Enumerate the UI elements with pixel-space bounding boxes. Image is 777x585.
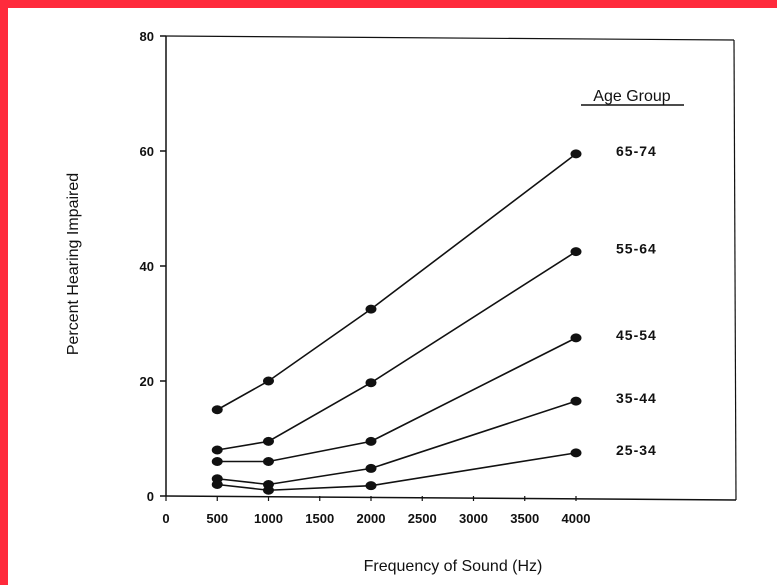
series-line — [217, 337, 577, 463]
data-point — [365, 481, 377, 491]
series-labels: 65-74 55-64 45-54 35-44 25-34 — [616, 143, 657, 458]
data-point — [365, 463, 377, 473]
series-line — [216, 153, 577, 411]
data-point — [263, 485, 274, 495]
series-line — [217, 250, 577, 451]
data-point — [211, 445, 223, 455]
y-tick-label: 80 — [140, 29, 154, 44]
data-point — [263, 376, 274, 386]
series-label: 45-54 — [616, 327, 657, 343]
data-point — [263, 457, 274, 466]
series-line — [217, 452, 577, 492]
legend-title: Age Group — [593, 88, 670, 105]
y-axis-title: Percent Hearing Impaired — [65, 173, 82, 355]
x-axis-title: Frequency of Sound (Hz) — [364, 558, 543, 575]
x-tick-label: 0 — [162, 511, 169, 526]
x-tick-label: 4000 — [562, 511, 591, 526]
data-point — [365, 436, 377, 446]
x-tick-label: 1000 — [254, 511, 283, 526]
data-point — [263, 436, 274, 446]
series-label: 35-44 — [616, 390, 657, 406]
x-tick-label: 2000 — [357, 511, 386, 526]
right-frame-line — [733, 39, 737, 501]
data-point — [570, 396, 582, 406]
x-tick-label: 1500 — [305, 511, 334, 526]
series-line — [217, 400, 577, 486]
x-tick-label: 2500 — [408, 511, 437, 526]
x-tick-label: 3000 — [459, 511, 488, 526]
data-point — [211, 457, 223, 466]
chart-page: 0 500 1000 1500 2000 2500 3000 3500 4000 0 20 40 60… — [8, 8, 777, 585]
data-point — [570, 149, 582, 159]
x-axis-line — [165, 495, 737, 501]
y-tick-label: 40 — [140, 259, 154, 274]
y-axis-ticks: 0 20 40 60 80 — [140, 29, 166, 504]
x-tick-label: 3500 — [510, 511, 539, 526]
data-point — [211, 480, 223, 489]
data-point — [365, 304, 377, 314]
x-tick-label: 500 — [206, 511, 228, 526]
data-point — [570, 333, 582, 343]
x-axis-ticks: 0 500 1000 1500 2000 2500 3000 3500 4000 — [162, 496, 590, 526]
y-tick-label: 20 — [140, 374, 154, 389]
data-point — [570, 247, 582, 257]
series-label: 65-74 — [616, 143, 657, 159]
series-label: 55-64 — [616, 241, 657, 257]
top-frame-line — [165, 35, 735, 41]
data-point — [365, 378, 377, 388]
y-tick-label: 0 — [147, 489, 154, 504]
line-chart: 0 500 1000 1500 2000 2500 3000 3500 4000 0 20 40 60… — [65, 29, 737, 575]
series-group — [211, 149, 582, 495]
y-tick-label: 60 — [140, 144, 154, 159]
data-point — [211, 405, 223, 415]
data-point — [570, 448, 582, 458]
series-label: 25-34 — [616, 442, 657, 458]
